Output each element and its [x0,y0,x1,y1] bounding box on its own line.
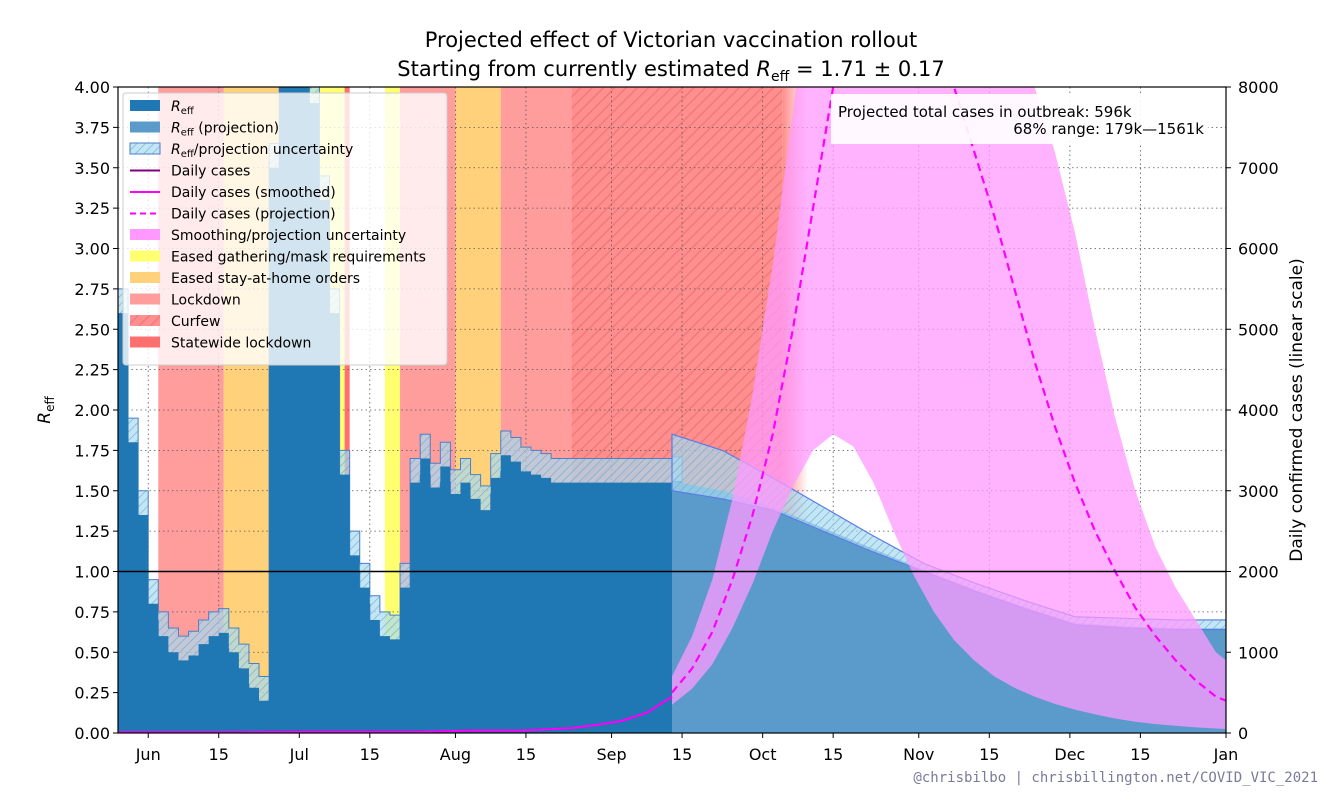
left-tick-label: 0.00 [74,724,110,743]
legend-swatch [130,229,160,240]
left-tick-label: 4.00 [74,78,110,97]
left-tick-label: 3.75 [74,118,110,137]
left-tick-label: 1.50 [74,482,110,501]
x-tick-label: 15 [1130,745,1150,764]
right-tick-label: 3000 [1238,482,1279,501]
left-axis-label: Reff [35,396,57,424]
x-tick-label: 15 [516,745,536,764]
left-tick-label: 0.75 [74,603,110,622]
x-tick-label: Aug [440,745,471,764]
x-tick-label: Dec [1054,745,1085,764]
legend-swatch [130,143,160,154]
left-tick-label: 3.25 [74,199,110,218]
x-tick-label: Oct [749,745,777,764]
left-tick-label: 1.75 [74,441,110,460]
legend-label: Daily cases (projection) [171,207,336,223]
left-tick-label: 2.75 [74,280,110,299]
legend-swatch [130,315,160,326]
left-tick-label: 0.50 [74,643,110,662]
right-tick-label: 4000 [1238,401,1279,420]
right-tick-label: 5000 [1238,320,1279,339]
legend-label: Curfew [171,314,220,330]
left-tick-label: 3.50 [74,159,110,178]
chart-title-line1: Projected effect of Victorian vaccinatio… [425,28,918,52]
legend-swatch [130,100,160,111]
legend-swatch [130,294,160,305]
credit-text: @chrisbilbo | chrisbillington.net/COVID_… [913,770,1318,786]
x-tick-label: 15 [979,745,999,764]
right-axis-label: Daily confirmed cases (linear scale) [1287,258,1307,561]
left-tick-label: 0.25 [74,684,110,703]
legend-label: Reff/projection uncertainty [171,142,353,160]
legend-item-smooth-unc: Smoothing/projection uncertainty [130,228,406,244]
right-tick-label: 8000 [1238,78,1279,97]
legend-swatch [130,122,160,133]
left-tick-label: 2.50 [74,320,110,339]
total-cases-annotation: Projected total cases in outbreak: 596k … [831,94,1208,144]
x-tick-label: Jan [1213,745,1239,764]
right-tick-label: 7000 [1238,159,1279,178]
legend-label: Daily cases (smoothed) [171,185,336,201]
chart-title-line2: Starting from currently estimated Reff =… [397,57,944,85]
left-tick-label: 1.00 [74,563,110,582]
annotation-line1: Projected total cases in outbreak: 596k [838,103,1132,121]
legend-swatch [130,251,160,262]
left-tick-label: 2.25 [74,361,110,380]
legend-label: Eased gathering/mask requirements [171,250,426,266]
x-tick-label: 15 [209,745,229,764]
right-tick-label: 0 [1238,724,1248,743]
legend-label: Eased stay-at-home orders [171,271,360,287]
legend-item-eased-gathering: Eased gathering/mask requirements [130,250,426,266]
x-tick-label: Sep [596,745,626,764]
x-tick-label: Jul [289,745,309,764]
legend-swatch [130,337,160,348]
left-tick-label: 3.00 [74,240,110,259]
right-tick-label: 6000 [1238,240,1279,259]
x-tick-label: 15 [823,745,843,764]
left-tick-label: 2.00 [74,401,110,420]
legend-label: Lockdown [171,293,241,309]
legend-label: Daily cases [171,164,250,180]
right-tick-label: 2000 [1238,563,1279,582]
x-tick-label: 15 [672,745,692,764]
legend-label: Smoothing/projection uncertainty [171,228,406,244]
right-tick-label: 1000 [1238,643,1279,662]
legend-swatch [130,272,160,283]
x-tick-label: 15 [360,745,380,764]
x-tick-label: Jun [135,745,161,764]
left-tick-label: 1.25 [74,522,110,541]
x-tick-label: Nov [903,745,934,764]
annotation-line2: 68% range: 179k—1561k [1013,120,1204,138]
legend-label: Statewide lockdown [171,336,311,352]
